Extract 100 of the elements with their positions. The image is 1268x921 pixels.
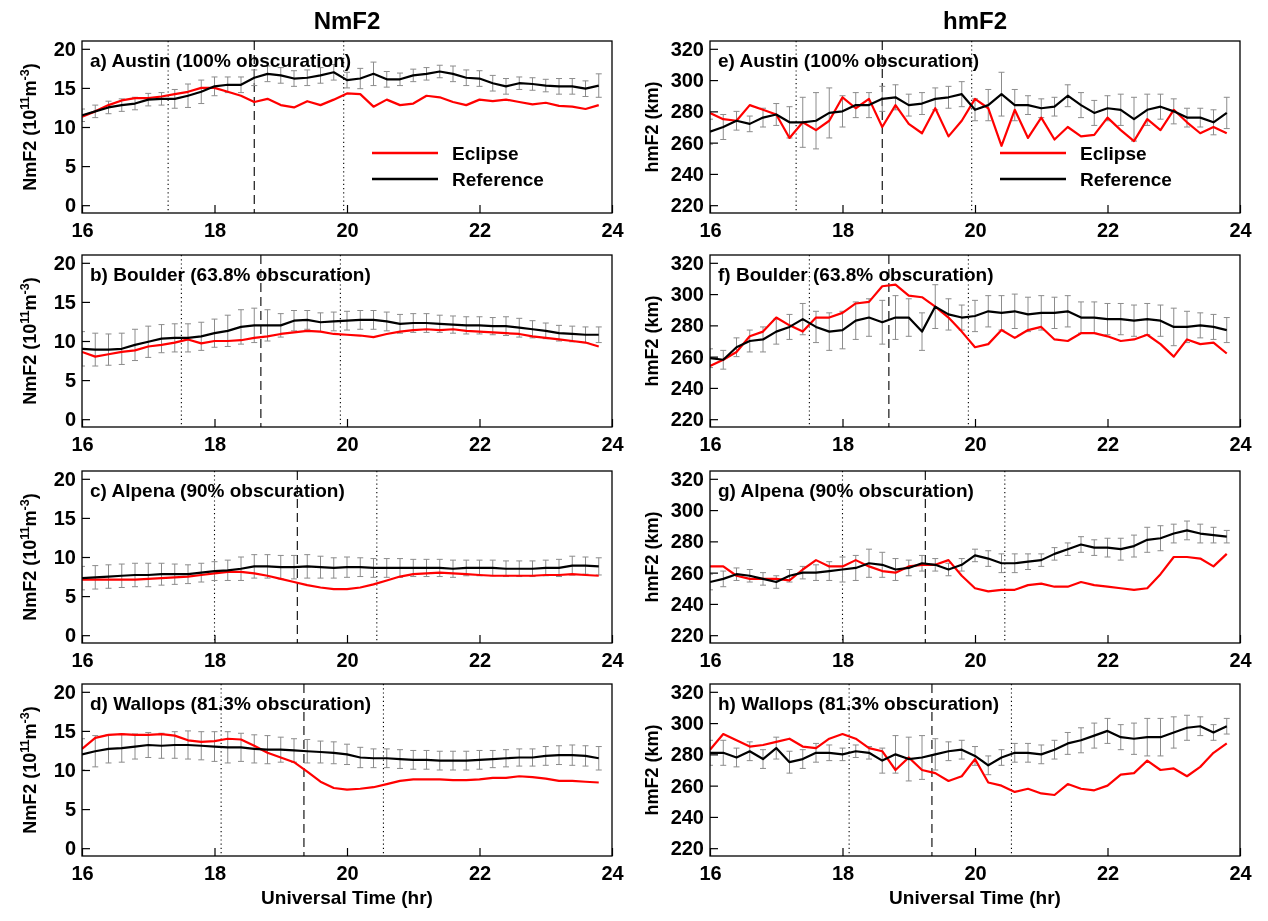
x-tick-label: 22 bbox=[468, 862, 492, 885]
y-tick-label: 240 bbox=[670, 805, 704, 828]
y-tick-label: 260 bbox=[670, 774, 704, 797]
y-tick-label: 260 bbox=[670, 345, 704, 368]
line-series bbox=[710, 283, 1228, 368]
text: e) Austin (100% obscuration) bbox=[718, 50, 980, 71]
x-tick-label: 20 bbox=[336, 219, 359, 242]
x-tick-label: 20 bbox=[964, 649, 987, 672]
x-tick-label: 24 bbox=[601, 433, 625, 456]
x-tick-label: 24 bbox=[601, 219, 625, 242]
x-tick-label: 16 bbox=[699, 219, 722, 242]
legend-label: Eclipse bbox=[452, 143, 519, 164]
y-tick-label: 10 bbox=[53, 329, 76, 352]
x-tick-label: 22 bbox=[468, 433, 492, 456]
y-tick-label: 20 bbox=[53, 37, 76, 60]
line-series bbox=[710, 732, 1228, 797]
x-tick-label: 18 bbox=[831, 219, 855, 242]
y-tick-label: 300 bbox=[670, 68, 704, 91]
y-tick-label: 280 bbox=[670, 530, 704, 553]
x-tick-label: 16 bbox=[71, 433, 94, 456]
y-tick-label: 0 bbox=[64, 194, 76, 217]
x-tick-label: 20 bbox=[336, 649, 359, 672]
y-tick-label: 5 bbox=[64, 154, 76, 177]
chart-subtitle: a) Austin (100% obscuration) bbox=[90, 50, 352, 71]
x-tick-label: 18 bbox=[203, 862, 227, 885]
y-tick-label: 280 bbox=[670, 100, 704, 123]
x-axis-title: Universal Time (hr) bbox=[261, 887, 433, 908]
x-tick-label: 18 bbox=[203, 219, 227, 242]
y-tick-label: 320 bbox=[670, 467, 704, 490]
y-tick-label: 320 bbox=[670, 251, 704, 274]
x-tick-label: 22 bbox=[1096, 862, 1120, 885]
y-tick-label: 15 bbox=[53, 719, 76, 742]
x-tick-label: 22 bbox=[1096, 649, 1120, 672]
y-tick-label: 5 bbox=[64, 584, 76, 607]
x-tick-label: 20 bbox=[336, 433, 359, 456]
y-tick-label: 15 bbox=[53, 506, 76, 529]
chart-subtitle: c) Alpena (90% obscuration) bbox=[90, 480, 345, 501]
y-tick-label: 300 bbox=[670, 282, 704, 305]
x-axis-title: Universal Time (hr) bbox=[889, 887, 1061, 908]
y-tick-label: 220 bbox=[670, 408, 704, 431]
chart-title: hmF2 bbox=[942, 7, 1008, 34]
x-tick-label: 24 bbox=[1229, 433, 1253, 456]
x-tick-label: 18 bbox=[203, 433, 227, 456]
x-tick-label: 24 bbox=[1229, 862, 1253, 885]
y-tick-label: 10 bbox=[53, 545, 76, 568]
y-axis-title: hmF2 (km) bbox=[642, 295, 662, 387]
y-tick-label: 20 bbox=[53, 467, 76, 490]
x-tick-label: 18 bbox=[203, 649, 227, 672]
text: d) Wallops (81.3% obscuration) bbox=[90, 693, 372, 714]
y-tick-label: 240 bbox=[670, 162, 704, 185]
x-tick-label: 16 bbox=[71, 862, 94, 885]
x-tick-label: 24 bbox=[1229, 219, 1253, 242]
y-tick-label: 220 bbox=[670, 837, 704, 860]
y-tick-label: 300 bbox=[670, 711, 704, 734]
x-tick-label: 16 bbox=[699, 649, 722, 672]
y-tick-label: 15 bbox=[53, 76, 76, 99]
y-tick-label: 280 bbox=[670, 743, 704, 766]
y-tick-label: 320 bbox=[670, 680, 704, 703]
y-tick-label: 220 bbox=[670, 194, 704, 217]
y-tick-label: 0 bbox=[64, 837, 76, 860]
chart-title: NmF2 bbox=[313, 7, 381, 34]
y-tick-label: 0 bbox=[64, 408, 76, 431]
y-tick-label: 10 bbox=[53, 758, 76, 781]
x-tick-label: 22 bbox=[1096, 433, 1120, 456]
y-tick-label: 5 bbox=[64, 797, 76, 820]
x-tick-label: 16 bbox=[71, 649, 94, 672]
line-series bbox=[82, 570, 600, 591]
x-tick-label: 24 bbox=[601, 862, 625, 885]
y-tick-label: 10 bbox=[53, 115, 76, 138]
y-tick-label: 320 bbox=[670, 37, 704, 60]
x-tick-label: 20 bbox=[336, 862, 359, 885]
x-tick-label: 16 bbox=[699, 862, 722, 885]
legend-label: Reference bbox=[1080, 169, 1172, 190]
x-tick-label: 22 bbox=[468, 649, 492, 672]
x-tick-label: 20 bbox=[964, 433, 987, 456]
y-tick-label: 240 bbox=[670, 592, 704, 615]
y-tick-label: 280 bbox=[670, 314, 704, 337]
x-tick-label: 18 bbox=[831, 433, 855, 456]
x-tick-label: 20 bbox=[964, 862, 987, 885]
chart-subtitle: h) Wallops (81.3% obscuration) bbox=[718, 693, 1000, 714]
y-axis-title: hmF2 (km) bbox=[642, 81, 662, 173]
y-tick-label: 240 bbox=[670, 376, 704, 399]
y-tick-label: 260 bbox=[670, 131, 704, 154]
y-tick-label: 5 bbox=[64, 368, 76, 391]
x-tick-label: 20 bbox=[964, 219, 987, 242]
x-tick-label: 18 bbox=[831, 649, 855, 672]
x-tick-label: 22 bbox=[1096, 219, 1120, 242]
y-axis-title: hmF2 (km) bbox=[642, 511, 662, 603]
chart-subtitle: g) Alpena (90% obscuration) bbox=[718, 480, 974, 501]
y-tick-label: 0 bbox=[64, 624, 76, 647]
legend-label: Eclipse bbox=[1080, 143, 1147, 164]
y-tick-label: 220 bbox=[670, 624, 704, 647]
line-series bbox=[82, 328, 600, 358]
line-series bbox=[710, 552, 1228, 593]
x-tick-label: 24 bbox=[1229, 649, 1253, 672]
line-series bbox=[82, 732, 600, 791]
line-series bbox=[710, 96, 1228, 147]
legend-label: Reference bbox=[452, 169, 544, 190]
x-tick-label: 24 bbox=[601, 649, 625, 672]
chart-subtitle: b) Boulder (63.8% obscuration) bbox=[90, 264, 371, 285]
